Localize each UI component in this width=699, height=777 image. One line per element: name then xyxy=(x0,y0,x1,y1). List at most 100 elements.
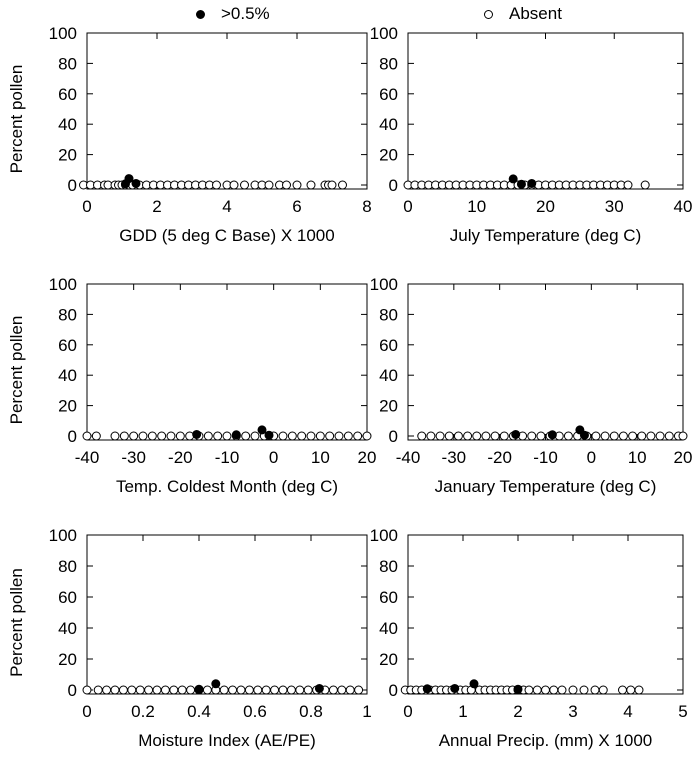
x-tick-label: 2 xyxy=(513,702,522,721)
present-point xyxy=(121,179,130,189)
x-tick-label: -10 xyxy=(533,448,558,467)
absent-point xyxy=(600,431,610,441)
y-tick-label: 0 xyxy=(68,176,77,195)
absent-point xyxy=(186,685,196,695)
x-tick-label: 4 xyxy=(222,197,231,216)
absent-point xyxy=(655,431,665,441)
scatter-panel: 0 20 40 60 80 100 -40 -30 -20 -10 0 10 20 Temp. Colde… xyxy=(7,275,376,496)
absent-point xyxy=(287,431,297,441)
y-tick-label: 20 xyxy=(379,650,398,669)
absent-point xyxy=(129,431,139,441)
y-tick-label: 0 xyxy=(389,681,398,700)
absent-point xyxy=(236,685,246,695)
absent-point xyxy=(499,431,509,441)
y-tick-label: 20 xyxy=(58,146,77,165)
absent-point xyxy=(472,431,482,441)
x-tick-label: -20 xyxy=(168,448,193,467)
y-tick-label: 40 xyxy=(379,619,398,638)
absent-point xyxy=(678,431,688,441)
y-tick-label: 0 xyxy=(389,176,398,195)
absent-point xyxy=(278,431,288,441)
absent-point xyxy=(338,180,347,190)
absent-point xyxy=(166,431,176,441)
absent-point xyxy=(579,685,589,695)
y-tick-label: 60 xyxy=(379,336,398,355)
absent-point xyxy=(152,685,162,695)
absent-point xyxy=(444,431,454,441)
x-tick-label: 0.2 xyxy=(131,702,155,721)
y-tick-label: 60 xyxy=(379,588,398,607)
y-tick-label: 20 xyxy=(379,146,398,165)
x-axis-label: July Temperature (deg C) xyxy=(450,226,642,245)
absent-point xyxy=(417,431,427,441)
y-tick-label: 40 xyxy=(379,115,398,134)
absent-point xyxy=(177,685,187,695)
present-point xyxy=(450,683,460,693)
absent-point xyxy=(240,180,249,190)
x-tick-label: -30 xyxy=(442,448,467,467)
y-tick-label: 100 xyxy=(49,526,77,545)
absent-point xyxy=(241,431,251,441)
y-tick-label: 80 xyxy=(58,54,77,73)
legend-absent: Absent xyxy=(484,4,562,24)
absent-point xyxy=(203,431,213,441)
filled-circle-icon xyxy=(196,9,205,19)
x-tick-label: 20 xyxy=(536,197,555,216)
x-tick-label: 10 xyxy=(467,197,486,216)
absent-point xyxy=(270,685,280,695)
absent-point xyxy=(219,685,229,695)
y-tick-label: 60 xyxy=(379,85,398,104)
legend-present: >0.5% xyxy=(196,4,270,24)
absent-point xyxy=(118,685,128,695)
present-point xyxy=(194,684,204,694)
present-point xyxy=(513,684,523,694)
absent-point xyxy=(222,431,232,441)
y-tick-label: 40 xyxy=(58,619,77,638)
plot-frame xyxy=(407,534,684,695)
absent-point xyxy=(244,685,254,695)
absent-point xyxy=(261,685,271,695)
absent-point xyxy=(549,685,559,695)
plot-frame xyxy=(407,32,684,190)
absent-point xyxy=(481,431,491,441)
x-tick-label: 0 xyxy=(82,702,91,721)
y-tick-label: 100 xyxy=(370,24,398,43)
y-tick-label: 100 xyxy=(49,275,77,294)
present-point xyxy=(131,178,141,188)
x-tick-label: 8 xyxy=(362,197,371,216)
scatter-panel: 0 20 40 60 80 100 0 10 20 30 40 July Temperature (d… xyxy=(370,24,693,245)
y-tick-label: 0 xyxy=(68,681,77,700)
scatter-panel: 0 20 40 60 80 100 0 0.2 0.4 0.6 0.8 1 Moisture Index… xyxy=(7,526,372,750)
x-axis-label: Temp. Coldest Month (deg C) xyxy=(116,477,338,496)
plot-frame xyxy=(86,534,368,695)
absent-point xyxy=(541,685,550,695)
x-tick-label: 10 xyxy=(311,448,330,467)
x-tick-label: -20 xyxy=(487,448,512,467)
absent-point xyxy=(138,431,148,441)
y-tick-label: 60 xyxy=(58,336,77,355)
absent-point xyxy=(93,685,103,695)
absent-point xyxy=(110,685,120,695)
x-tick-label: 0 xyxy=(82,197,91,216)
absent-point xyxy=(175,431,185,441)
x-axis-label: Moisture Index (AE/PE) xyxy=(138,731,316,750)
x-tick-label: 20 xyxy=(674,448,693,467)
present-point xyxy=(264,430,274,440)
absent-point xyxy=(147,431,157,441)
y-tick-label: 100 xyxy=(370,275,398,294)
x-tick-label: 6 xyxy=(292,197,301,216)
absent-point xyxy=(618,431,628,441)
absent-point xyxy=(568,685,578,695)
plot-frame xyxy=(407,283,684,441)
absent-point xyxy=(303,685,313,695)
absent-point xyxy=(327,180,337,190)
present-point xyxy=(527,178,537,188)
absent-point xyxy=(157,431,167,441)
absent-point xyxy=(591,431,601,441)
x-tick-label: 0 xyxy=(403,702,412,721)
absent-point xyxy=(353,431,363,441)
plot-frame xyxy=(86,32,368,190)
absent-point xyxy=(292,180,302,190)
absent-point xyxy=(82,431,92,441)
